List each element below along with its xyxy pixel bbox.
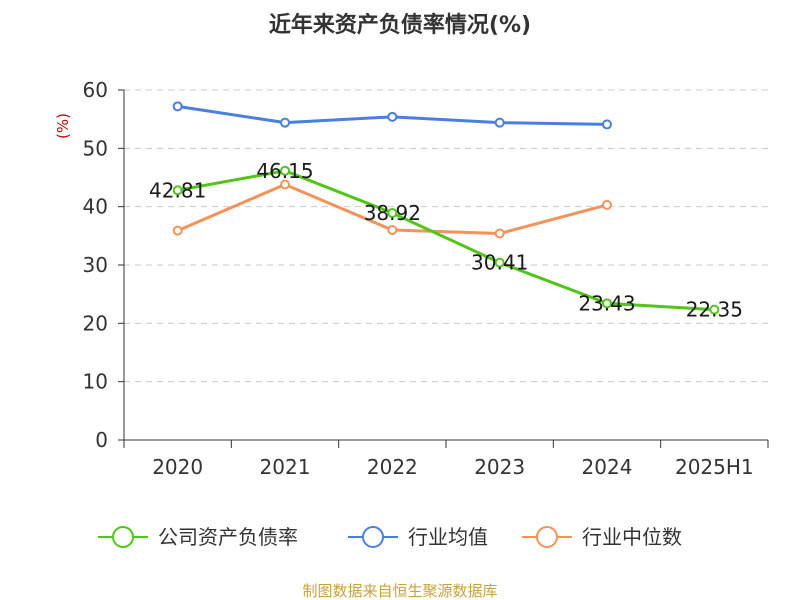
x-tick-label: 2025H1 <box>675 455 754 479</box>
y-tick-label: 50 <box>83 136 108 160</box>
data-label: 46.15 <box>256 159 313 183</box>
series-lines <box>172 101 720 315</box>
x-tick-label: 2021 <box>260 455 311 479</box>
data-point <box>172 185 183 196</box>
x-tick-label: 2023 <box>474 455 525 479</box>
data-labels: 42.81 46.15 38.92 30.41 23.43 22.35 <box>149 159 743 322</box>
legend-marker <box>112 526 134 548</box>
grid-lines <box>124 89 768 383</box>
x-tick-label: 2022 <box>367 455 418 479</box>
legend-item[interactable]: 行业中位数 <box>522 525 682 549</box>
data-label: 38.92 <box>364 201 421 225</box>
data-label: 30.41 <box>471 251 528 275</box>
data-point <box>172 225 183 236</box>
y-tick-label: 30 <box>83 253 108 277</box>
data-point <box>280 117 290 128</box>
data-point <box>494 228 505 239</box>
x-tick-label: 2024 <box>582 455 633 479</box>
data-point <box>494 117 505 128</box>
y-axis-unit: (%) <box>54 113 72 139</box>
legend-item[interactable]: 公司资产负债率 <box>98 525 298 549</box>
data-point <box>280 165 290 176</box>
data-label: 42.81 <box>149 178 206 202</box>
chart-title: 近年来资产负债率情况(%) <box>269 12 531 38</box>
data-point <box>387 207 398 218</box>
y-tick-label: 20 <box>83 311 108 335</box>
axes: 0 10 20 30 40 50 60 2020 2021 2022 2023 2024 2025H1 <box>83 78 769 479</box>
legend-marker <box>536 526 558 548</box>
legend-label: 行业均值 <box>408 525 488 549</box>
data-point <box>602 298 612 309</box>
legend-marker <box>362 526 384 548</box>
legend-label: 公司资产负债率 <box>158 525 298 549</box>
data-label: 22.35 <box>686 298 743 322</box>
legend-item[interactable]: 行业均值 <box>348 525 488 549</box>
y-tick-label: 0 <box>95 428 108 452</box>
data-point <box>280 179 290 190</box>
y-tick-label: 10 <box>83 370 108 394</box>
y-tick-label: 40 <box>83 195 108 219</box>
data-point <box>602 119 612 130</box>
data-point <box>602 199 612 210</box>
data-point <box>172 101 183 112</box>
data-point <box>709 304 720 315</box>
x-tick-label: 2020 <box>152 455 203 479</box>
data-point <box>387 111 398 122</box>
data-point <box>387 225 398 235</box>
legend[interactable]: 公司资产负债率 行业均值 行业中位数 <box>98 525 682 549</box>
data-label: 23.43 <box>578 291 635 315</box>
data-point <box>494 257 505 268</box>
source-note: 制图数据来自恒生聚源数据库 <box>302 582 497 600</box>
legend-label: 行业中位数 <box>582 525 682 549</box>
series-line <box>176 169 716 312</box>
y-tick-label: 60 <box>83 78 108 102</box>
